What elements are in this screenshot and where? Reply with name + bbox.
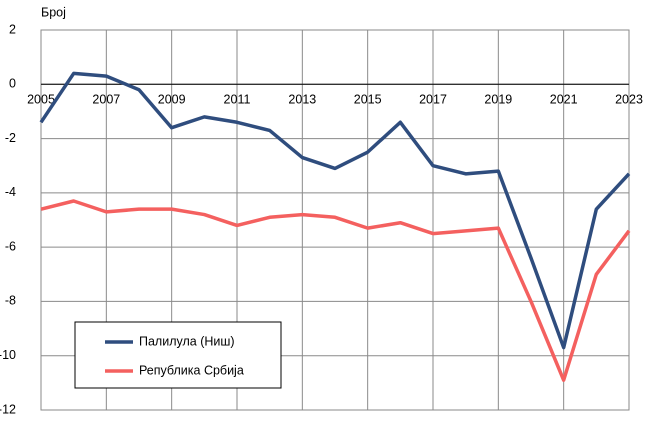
y-tick-label: 2 [9,22,16,36]
legend-box [74,321,282,389]
x-tick-label: 2021 [550,93,578,107]
x-tick-label: 2009 [158,93,186,107]
y-tick-label: -12 [0,402,16,416]
x-tick-label: 2019 [484,93,512,107]
y-tick-label: -8 [5,294,16,308]
y-tick-label: -4 [5,185,16,199]
legend-label: Република Србија [139,363,244,377]
series-line [39,71,631,350]
x-tick-label: 2007 [92,93,120,107]
x-tick-label: 2017 [419,93,447,107]
y-axis-label: Број [41,5,66,19]
legend-label: Палилула (Ниш) [139,334,235,348]
y-tick-label: -6 [5,239,16,253]
y-tick-label: -10 [0,348,16,362]
x-tick-label: 2011 [224,93,251,107]
x-tick-label: 2013 [288,93,316,107]
y-tick-label: -2 [5,131,16,145]
plot-border [40,29,630,411]
y-tick-label: 0 [9,77,16,91]
x-tick-label: 2015 [354,93,382,107]
series-line [40,199,631,382]
